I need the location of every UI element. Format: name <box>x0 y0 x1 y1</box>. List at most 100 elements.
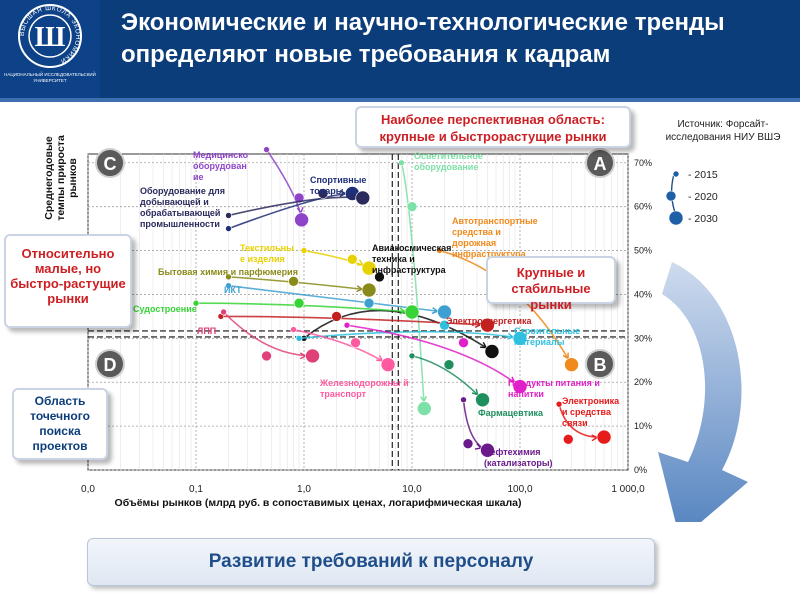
quadrant-circle <box>95 349 125 379</box>
series-arrowhead <box>349 193 357 201</box>
legend-marker <box>665 190 677 202</box>
data-point <box>355 190 371 206</box>
series-label-line: е изделия <box>240 254 285 264</box>
series-label-line: Автотранспортные <box>452 216 538 226</box>
series-label-line: средства и <box>452 227 501 237</box>
header-bar <box>0 0 800 100</box>
series-arrowhead <box>508 376 516 384</box>
x-tick-label: 0,1 <box>189 484 203 495</box>
y-tick-label: 20% <box>634 377 652 387</box>
data-point <box>305 348 320 364</box>
data-point <box>555 400 563 408</box>
quadrant-badge-d: D <box>95 349 125 379</box>
series-label: Электроника и средства связи <box>562 396 620 428</box>
series-label-line: ЛПП <box>197 326 216 336</box>
series-label-line: ие <box>193 172 204 182</box>
quadrant-badge-a: A <box>585 148 615 178</box>
y-tick-label: 60% <box>634 202 652 212</box>
data-point <box>331 311 342 322</box>
quadrant-circle <box>585 148 615 178</box>
footer-banner: Развитие требований к персоналу <box>87 538 655 586</box>
legend-marker <box>668 210 684 226</box>
x-tick-label: 1,0 <box>297 484 311 495</box>
series-arrowhead <box>376 355 383 362</box>
data-point <box>406 201 418 212</box>
quadrant-letter: C <box>104 154 117 174</box>
data-point <box>295 335 303 342</box>
series-arrowhead <box>562 352 569 360</box>
series-arrowhead <box>420 395 428 402</box>
series-label: Строительные материалы <box>514 326 580 347</box>
series-label-line: Судостроение <box>133 304 197 314</box>
series-label: Нефтехимия (катализаторы) <box>484 447 553 468</box>
data-point <box>512 331 528 346</box>
y-axis-title: Среднегодовыетемпы приростарынков <box>43 135 79 221</box>
series-label-line: Железнодорожны й <box>319 378 409 388</box>
y-axis-title-line: Среднегодовые <box>43 136 55 220</box>
series-label-line: обрабатывающей <box>140 208 220 218</box>
series-label-line: Спортивные <box>310 175 366 185</box>
series-label-line: добывающей и <box>140 197 209 207</box>
y-tick-label: 70% <box>634 158 652 168</box>
x-axis-title: Объёмы рынков (млрд руб. в сопоставимых … <box>115 497 522 509</box>
data-point <box>408 352 416 360</box>
series-label: Судостроение <box>133 304 197 314</box>
series-label-line: инфраструктура <box>372 265 447 275</box>
series-label-line: Нефтехимия <box>484 447 541 457</box>
series-label-line: Электроэнергетика <box>446 316 533 326</box>
series-trajectory <box>400 162 426 409</box>
series-label-line: оборудование <box>414 162 478 172</box>
series-arrowhead <box>474 320 481 328</box>
series-label-line: Строительные <box>514 326 580 336</box>
series-label: Текстильны е изделия <box>240 243 294 264</box>
series-label-line: промышленности <box>140 219 220 229</box>
series-label: ЛПП <box>197 326 216 336</box>
series-arrowhead <box>299 352 306 360</box>
data-point <box>443 359 455 370</box>
data-point <box>417 401 432 416</box>
data-point <box>380 357 396 372</box>
y-tick-label: 0% <box>634 465 647 475</box>
series-label: Авиакосмическая техника и инфраструктура <box>372 243 451 275</box>
data-point <box>225 225 232 232</box>
callout-small-fast-markets: Относительно малые, но быстро-растущие р… <box>4 234 132 328</box>
data-point <box>294 212 309 228</box>
legend-marker <box>672 170 680 178</box>
series-label-line: Текстильны <box>240 243 294 253</box>
series-label: Автотранспортные средства и дорожная инфрас… <box>452 216 538 259</box>
quadrant-letter: B <box>594 355 607 375</box>
y-axis-title-line: темпы прироста <box>55 135 67 221</box>
data-point <box>192 299 200 307</box>
data-point <box>596 429 612 445</box>
data-point <box>225 273 232 281</box>
data-point <box>398 159 405 167</box>
footer-label: Развитие требований к персоналу <box>208 551 534 572</box>
series-label-line: Электроника <box>562 396 620 406</box>
series-label: Электроэнергетика <box>446 316 533 326</box>
series-arrowhead <box>474 443 482 450</box>
x-tick-label: 100,0 <box>507 484 532 495</box>
series-label: Осветительное оборудование <box>414 151 483 172</box>
series-arrowhead <box>399 307 406 315</box>
x-tick-label: 1 000,0 <box>611 484 645 495</box>
series-label-line: ИКТ <box>224 285 242 295</box>
series-label: Фармацевтика <box>478 408 544 418</box>
quadrant-badge-c: C <box>95 148 125 178</box>
series-trajectory <box>228 284 445 313</box>
data-point <box>361 260 377 276</box>
series-label-line: материалы <box>514 337 565 347</box>
series-label-line: напитки <box>508 389 544 399</box>
series-label-line: дорожная <box>452 238 496 248</box>
data-point <box>220 308 227 316</box>
series-label: Спортивные товары <box>310 175 366 196</box>
hse-seal-icon: ВЫСШАЯ ШКОЛА ЭКОНОМИКИ Ш <box>18 4 82 68</box>
callout-large-stable-markets: Крупные и стабильные рынки <box>486 256 616 312</box>
data-point <box>343 321 351 329</box>
data-point <box>361 282 377 298</box>
series-label-line: техника и <box>372 254 415 264</box>
quadrant-circle <box>95 148 125 178</box>
data-point <box>458 337 469 349</box>
data-point <box>288 275 299 287</box>
series-arrowhead <box>591 434 598 442</box>
page-title: Экономические и научно-технологические т… <box>121 9 725 68</box>
